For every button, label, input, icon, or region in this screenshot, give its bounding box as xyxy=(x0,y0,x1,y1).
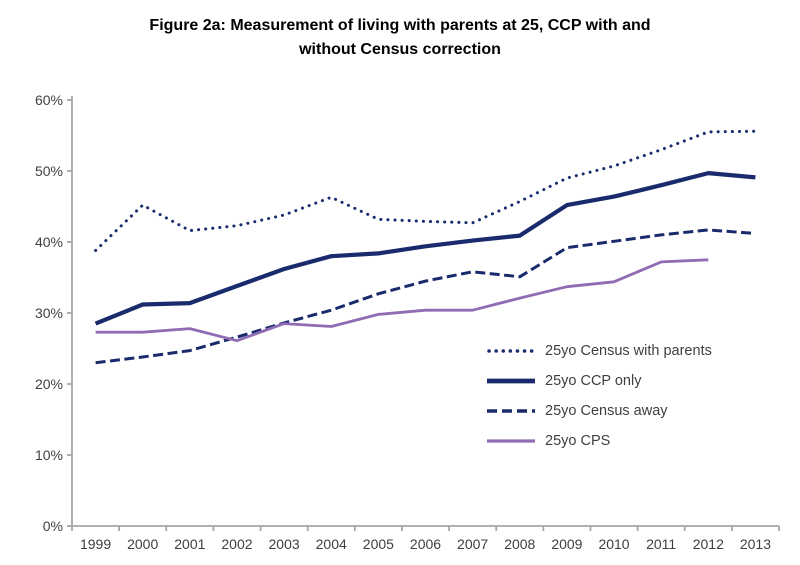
x-tick-label-2006: 2006 xyxy=(410,536,441,552)
y-tick-label-30%: 30% xyxy=(35,305,63,321)
x-tick-label-2008: 2008 xyxy=(504,536,535,552)
x-tick-label-2013: 2013 xyxy=(740,536,771,552)
y-tick-label-60%: 60% xyxy=(35,92,63,108)
x-tick-label-1999: 1999 xyxy=(80,536,111,552)
solid-purple-line-swatch-icon xyxy=(487,439,535,443)
y-tick-label-50%: 50% xyxy=(35,163,63,179)
x-tick-label-2002: 2002 xyxy=(221,536,252,552)
dotted-line-swatch-icon xyxy=(487,349,535,353)
y-tick-label-10%: 10% xyxy=(35,447,63,463)
series-line-25yo-census-with-parents xyxy=(94,129,757,252)
figure-title: Figure 2a: Measurement of living with pa… xyxy=(0,14,800,62)
x-tick-label-2004: 2004 xyxy=(316,536,347,552)
y-tick-label-20%: 20% xyxy=(35,376,63,392)
series-line-25yo-cps xyxy=(95,258,709,343)
legend-item-census-with-parents: 25yo Census with parents xyxy=(487,336,712,366)
solid-thick-line-swatch-icon xyxy=(487,378,535,384)
legend-label: 25yo Census away xyxy=(545,403,668,419)
series-line-25yo-census-away xyxy=(95,228,756,365)
chart-legend: 25yo Census with parents 25yo CCP only 2… xyxy=(487,336,712,456)
series-line-25yo-ccp-only xyxy=(94,171,756,326)
legend-item-census-away: 25yo Census away xyxy=(487,396,712,426)
x-tick-label-2005: 2005 xyxy=(363,536,394,552)
y-tick-label-0%: 0% xyxy=(43,518,63,534)
figure-title-line-1: Figure 2a: Measurement of living with pa… xyxy=(149,17,651,34)
x-tick-label-2012: 2012 xyxy=(693,536,724,552)
y-tick-label-40%: 40% xyxy=(35,234,63,250)
legend-label: 25yo Census with parents xyxy=(545,343,712,359)
x-tick-label-2001: 2001 xyxy=(174,536,205,552)
figure-title-line-2: without Census correction xyxy=(299,41,501,58)
x-tick-label-2009: 2009 xyxy=(551,536,582,552)
x-tick-label-2007: 2007 xyxy=(457,536,488,552)
x-tick-label-2003: 2003 xyxy=(269,536,300,552)
x-tick-label-2011: 2011 xyxy=(646,536,676,552)
legend-label: 25yo CCP only xyxy=(545,373,642,389)
x-tick-label-2000: 2000 xyxy=(127,536,158,552)
legend-label: 25yo CPS xyxy=(545,433,611,449)
legend-item-ccp-only: 25yo CCP only xyxy=(487,366,712,396)
x-tick-label-2010: 2010 xyxy=(598,536,629,552)
legend-item-cps: 25yo CPS xyxy=(487,426,712,456)
dashed-line-swatch-icon xyxy=(487,409,535,413)
